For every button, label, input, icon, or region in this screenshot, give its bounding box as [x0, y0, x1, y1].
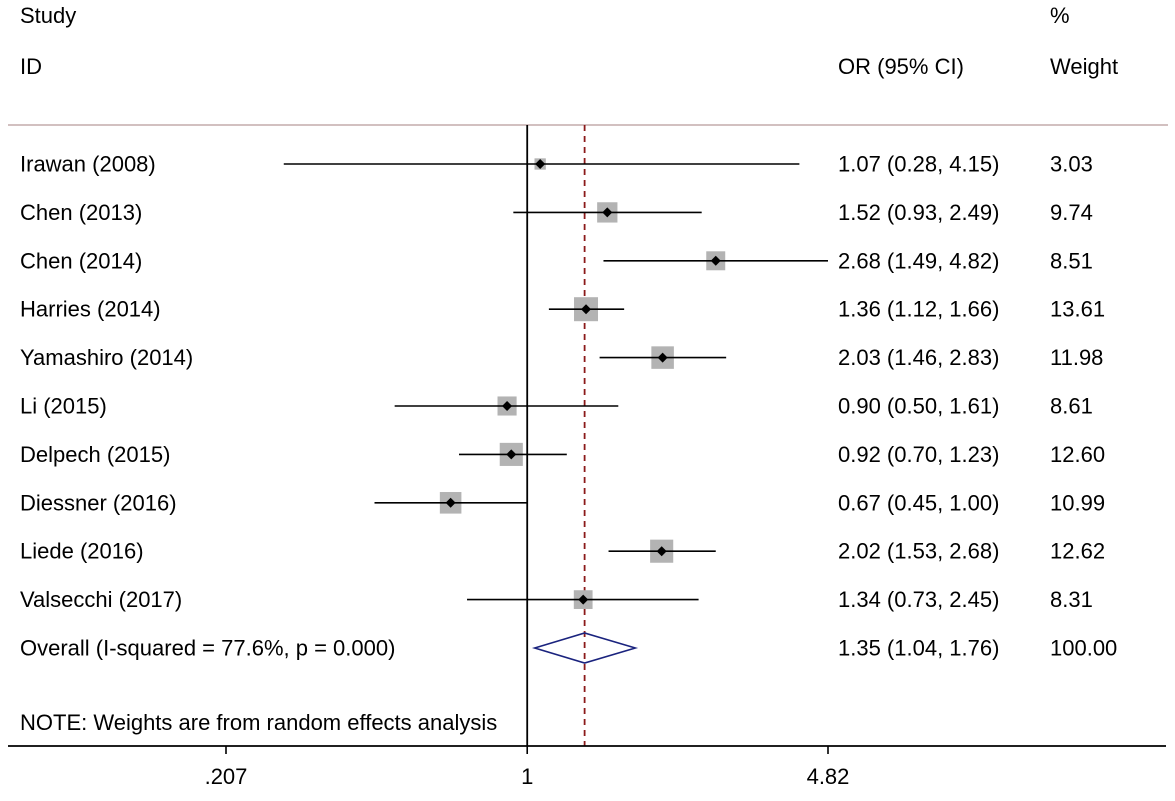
- or-ci-value: 0.90 (0.50, 1.61): [838, 394, 999, 419]
- study-label: Chen (2014): [20, 248, 142, 273]
- study-label: Valsecchi (2017): [20, 587, 182, 612]
- study-label: Chen (2013): [20, 200, 142, 225]
- or-ci-value: 1.34 (0.73, 2.45): [838, 587, 999, 612]
- point-estimate: [602, 207, 613, 218]
- weight-value: 9.74: [1050, 200, 1093, 225]
- or-ci-value: 0.92 (0.70, 1.23): [838, 442, 999, 467]
- study-row: Irawan (2008) 1.07 (0.28, 4.15) 3.03: [20, 152, 1093, 177]
- or-ci-value: 0.67 (0.45, 1.00): [838, 490, 999, 515]
- point-estimate: [506, 449, 517, 460]
- overall-row: Overall (I-squared = 77.6%, p = 0.000) 1.…: [20, 632, 1117, 664]
- weight-value: 3.03: [1050, 152, 1093, 177]
- weight-value: 8.31: [1050, 587, 1093, 612]
- weight-header: Weight: [1050, 54, 1118, 79]
- point-estimate: [578, 594, 589, 605]
- or-ci-value: 1.07 (0.28, 4.15): [838, 152, 999, 177]
- point-estimate: [445, 497, 456, 508]
- study-row: Chen (2014) 2.68 (1.49, 4.82) 8.51: [20, 248, 1093, 273]
- or-ci-value: 2.03 (1.46, 2.83): [838, 345, 999, 370]
- x-axis-ticks: .207 1 4.82: [205, 746, 850, 789]
- x-tick-label: 4.82: [807, 764, 850, 789]
- weight-value: 10.99: [1050, 490, 1105, 515]
- study-rows: Irawan (2008) 1.07 (0.28, 4.15) 3.03 Chen (…: [20, 152, 1117, 664]
- study-row: Valsecchi (2017) 1.34 (0.73, 2.45) 8.31: [20, 587, 1093, 612]
- weight-value: 12.60: [1050, 442, 1105, 467]
- point-estimate: [502, 401, 513, 411]
- x-tick-label: .207: [205, 764, 248, 789]
- weight-value: 11.98: [1050, 345, 1103, 370]
- id-header: ID: [20, 54, 42, 79]
- study-label: Harries (2014): [20, 297, 161, 322]
- overall-weight-value: 100.00: [1050, 636, 1117, 661]
- or-ci-header: OR (95% CI): [838, 54, 964, 79]
- overall-label: Overall (I-squared = 77.6%, p = 0.000): [20, 636, 395, 661]
- study-label: Li (2015): [20, 394, 107, 419]
- overall-diamond: [531, 632, 639, 664]
- weight-value: 12.62: [1050, 539, 1105, 564]
- study-row: Liede (2016) 2.02 (1.53, 2.68) 12.62: [20, 539, 1105, 564]
- study-header: Study: [20, 3, 76, 28]
- or-ci-value: 1.36 (1.12, 1.66): [838, 297, 999, 322]
- point-estimate: [710, 255, 721, 266]
- study-label: Liede (2016): [20, 539, 144, 564]
- point-estimate: [535, 159, 546, 169]
- study-label: Delpech (2015): [20, 442, 170, 467]
- point-estimate: [581, 304, 592, 315]
- x-tick-label: 1: [521, 764, 533, 789]
- weight-value: 8.51: [1050, 248, 1093, 273]
- study-row: Delpech (2015) 0.92 (0.70, 1.23) 12.60: [20, 442, 1105, 467]
- study-row: Li (2015) 0.90 (0.50, 1.61) 8.61: [20, 394, 1093, 419]
- weights-note: NOTE: Weights are from random effects an…: [20, 710, 497, 735]
- point-estimate: [656, 546, 667, 557]
- overall-or-ci-value: 1.35 (1.04, 1.76): [838, 636, 999, 661]
- study-row: Yamashiro (2014) 2.03 (1.46, 2.83) 11.98: [20, 345, 1103, 370]
- weight-value: 8.61: [1050, 394, 1093, 419]
- study-label: Yamashiro (2014): [20, 345, 193, 370]
- weight-value: 13.61: [1050, 297, 1105, 322]
- study-row: Harries (2014) 1.36 (1.12, 1.66) 13.61: [20, 297, 1105, 322]
- or-ci-value: 2.02 (1.53, 2.68): [838, 539, 999, 564]
- point-estimate: [657, 352, 668, 363]
- weight-percent-header: %: [1050, 3, 1070, 28]
- or-ci-value: 2.68 (1.49, 4.82): [838, 248, 999, 273]
- study-row: Diessner (2016) 0.67 (0.45, 1.00) 10.99: [20, 490, 1105, 515]
- study-label: Irawan (2008): [20, 152, 156, 177]
- or-ci-value: 1.52 (0.93, 2.49): [838, 200, 999, 225]
- study-row: Chen (2013) 1.52 (0.93, 2.49) 9.74: [20, 200, 1093, 225]
- study-label: Diessner (2016): [20, 490, 177, 515]
